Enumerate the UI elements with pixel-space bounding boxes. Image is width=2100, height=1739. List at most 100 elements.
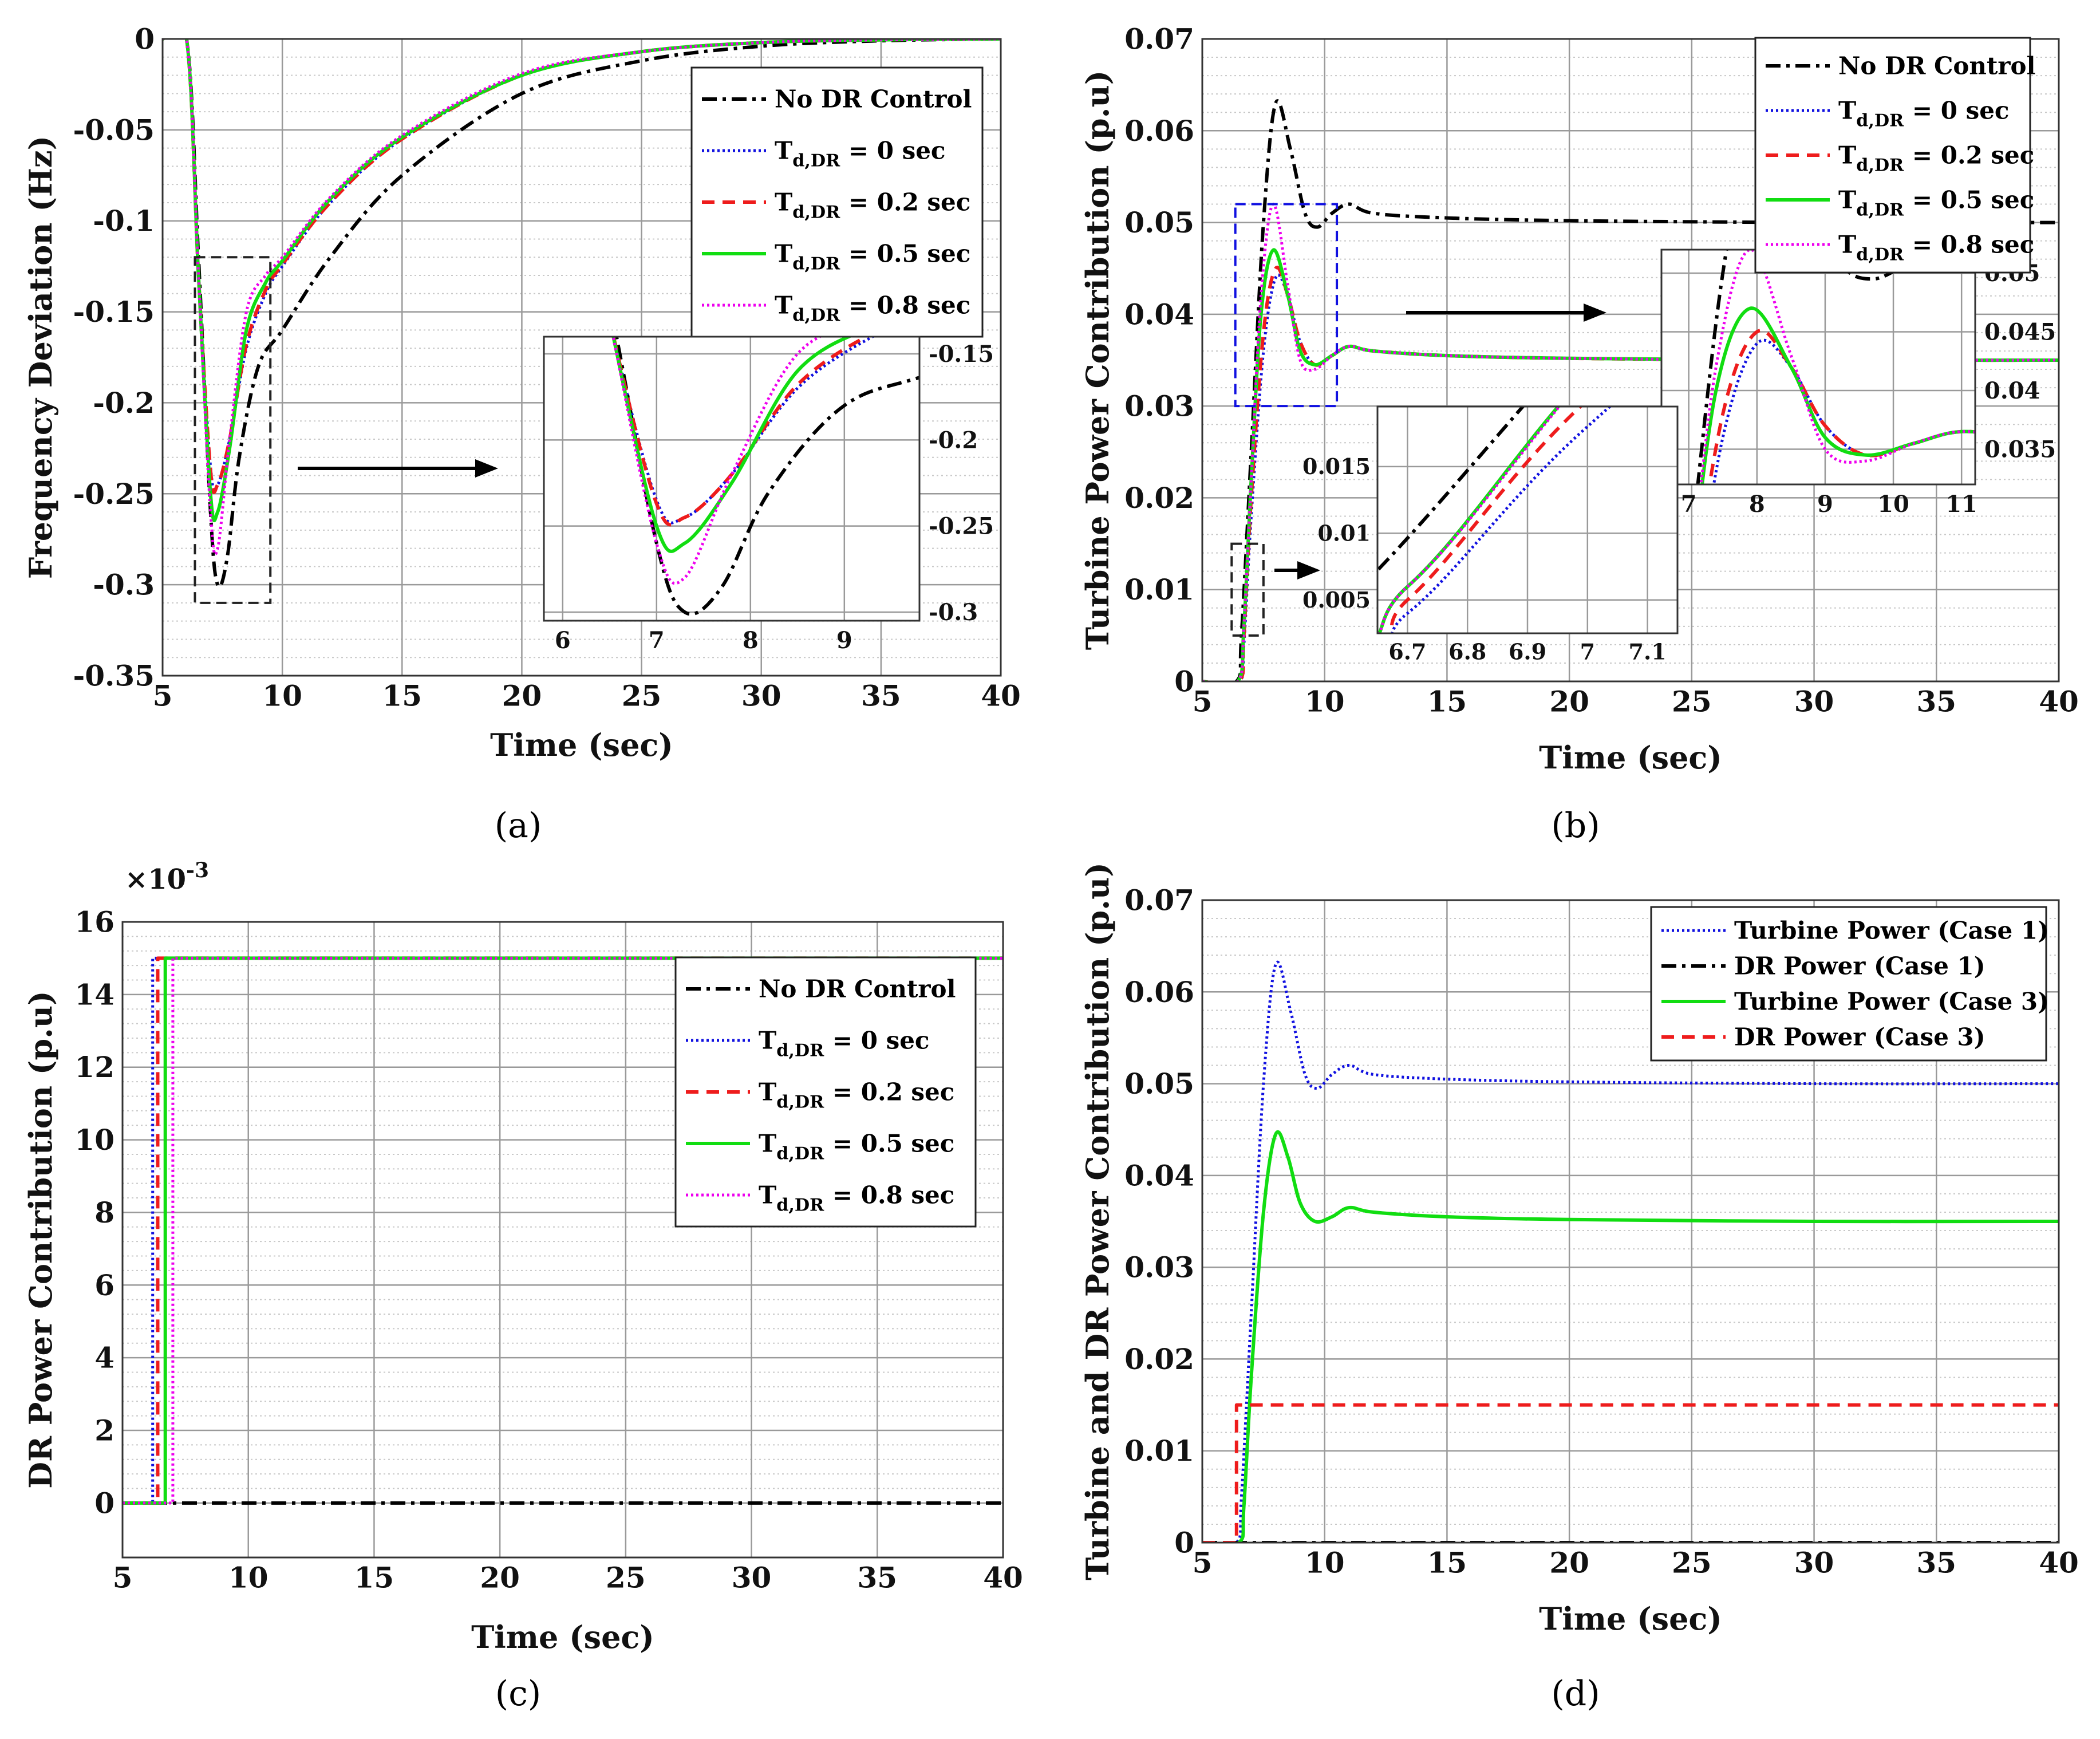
panel-c: 5 10 15 20 25 30 35 40 0 2 4 6 8 10 12 14 16 Time (sec) DR… xyxy=(22,858,1023,1714)
y-tick-label: 0.06 xyxy=(1124,975,1194,1009)
y-tick-label: -0.1 xyxy=(93,204,155,238)
inset-x-tick: 9 xyxy=(836,627,852,654)
x-axis-label: Time (sec) xyxy=(471,1619,654,1655)
zoom-region-box xyxy=(1234,203,1339,408)
series-line xyxy=(1202,1403,2059,1543)
inset-x-tick: 7 xyxy=(1580,639,1595,665)
y-tick-label: -0.25 xyxy=(73,477,155,511)
x-tick-label: 20 xyxy=(1549,685,1589,719)
legend-label: DR Power (Case 1) xyxy=(1734,952,1985,980)
series-line xyxy=(163,39,1001,556)
x-tick-label: 10 xyxy=(1305,1546,1345,1580)
legend-label: Td,DR = 0.2 sec xyxy=(759,1078,954,1113)
inset-y-tick: -0.2 xyxy=(929,427,978,454)
axes-frame xyxy=(1201,899,2060,1544)
y-tick-label: 0 xyxy=(1174,665,1194,699)
x-tick-label: 5 xyxy=(153,679,173,713)
x-tick-label: 40 xyxy=(981,679,1021,713)
inset-x-tick: 11 xyxy=(1945,491,1977,518)
y-tick-label: 8 xyxy=(94,1196,115,1229)
caption-d: (d) xyxy=(1551,1674,1600,1714)
y-tick-label: 10 xyxy=(74,1123,115,1157)
axes-frame xyxy=(1201,38,2060,683)
y-tick-label: 12 xyxy=(74,1050,115,1084)
inset-x-tick: 8 xyxy=(743,627,759,654)
zoom-region-box xyxy=(194,256,272,604)
x-tick-label: 35 xyxy=(857,1561,897,1595)
y-tick-label: 16 xyxy=(74,905,115,939)
y-tick-label: 0.05 xyxy=(1124,1067,1194,1101)
y-tick-label: 0.04 xyxy=(1124,1158,1194,1192)
y-tick-label: 0.02 xyxy=(1124,481,1194,515)
y-tick-label: 0.06 xyxy=(1124,114,1194,148)
inset-x-tick: 6.8 xyxy=(1448,639,1486,665)
x-tick-label: 35 xyxy=(1916,685,1956,719)
inset-y-tick: 0.01 xyxy=(1317,520,1371,546)
y-tick-label: -0.15 xyxy=(73,295,155,329)
legend-label: Turbine Power (Case 1) xyxy=(1734,917,2049,945)
x-tick-label: 5 xyxy=(1193,685,1213,719)
axes-frame xyxy=(543,336,921,622)
y-tick-label: 0.07 xyxy=(1124,22,1194,56)
x-tick-label: 10 xyxy=(228,1561,269,1595)
inset-y-tick: 0.005 xyxy=(1302,587,1371,613)
x-axis-label: Time (sec) xyxy=(1539,1600,1722,1637)
y-tick-label: -0.05 xyxy=(73,113,155,147)
plot-area xyxy=(1661,250,1975,484)
x-tick-label: 15 xyxy=(1427,1546,1467,1580)
series-group xyxy=(611,337,919,616)
y-tick-label: 0 xyxy=(1174,1526,1194,1560)
inset-x-tick: 8 xyxy=(1749,491,1765,518)
y-tick-label: 0.01 xyxy=(1124,1434,1194,1468)
y-axis-label: DR Power Contribution (p.u) xyxy=(22,991,59,1488)
series-line xyxy=(1202,960,2059,1543)
x-axis-label: Time (sec) xyxy=(490,727,673,763)
x-tick-label: 10 xyxy=(262,679,302,713)
x-axis-label: Time (sec) xyxy=(1539,739,1722,776)
inset-y-tick: 0.04 xyxy=(1984,377,2040,404)
caption-b: (b) xyxy=(1551,806,1600,846)
zoom-arrow-head xyxy=(1584,303,1606,322)
legend-label: No DR Control xyxy=(775,85,972,113)
legend-label: Td,DR = 0 sec xyxy=(775,137,946,171)
axes-frame xyxy=(161,38,1002,677)
x-tick-label: 30 xyxy=(741,679,781,713)
legend-box xyxy=(1754,37,2031,274)
series-group xyxy=(1202,960,2059,1543)
inset-x-tick: 7.1 xyxy=(1629,639,1667,665)
legend-label: Td,DR = 0.8 sec xyxy=(1838,231,2034,265)
legend-label: Td,DR = 0.2 sec xyxy=(775,188,970,223)
y-tick-label: -0.3 xyxy=(93,568,155,602)
legend-box xyxy=(674,956,977,1228)
axes-frame xyxy=(1376,405,1679,634)
zoom-region-box xyxy=(1230,542,1265,637)
y-tick-label: 0.05 xyxy=(1124,206,1194,239)
zoom-arrow-head xyxy=(475,459,498,478)
inset-y-tick: 0.015 xyxy=(1302,454,1371,479)
y-axis-label: Frequency Deviation (Hz) xyxy=(22,136,59,579)
series-line xyxy=(123,956,1003,1505)
x-tick-label: 25 xyxy=(1672,685,1712,719)
inset-x-tick: 10 xyxy=(1877,491,1909,518)
legend-label: Td,DR = 0.8 sec xyxy=(759,1181,954,1216)
x-tick-label: 15 xyxy=(1427,685,1467,719)
series-line xyxy=(1699,250,1975,484)
x-tick-label: 15 xyxy=(354,1561,394,1595)
legend-label: Td,DR = 0 sec xyxy=(1838,97,2010,131)
zoom-arrow-head xyxy=(1297,561,1320,579)
exponent-label: ×10-3 xyxy=(125,858,209,896)
x-tick-label: 20 xyxy=(1549,1546,1589,1580)
y-tick-label: 0.03 xyxy=(1124,389,1194,423)
y-tick-label: 0.02 xyxy=(1124,1342,1194,1376)
x-tick-label: 25 xyxy=(606,1561,646,1595)
x-tick-label: 20 xyxy=(480,1561,520,1595)
caption-a: (a) xyxy=(495,806,542,846)
x-tick-label: 30 xyxy=(732,1561,772,1595)
inset-x-tick: 7 xyxy=(1681,491,1697,518)
inset-y-tick: 0.045 xyxy=(1984,319,2056,346)
inset-x-tick: 7 xyxy=(649,627,665,654)
series-line xyxy=(1700,306,1975,484)
y-tick-label: -0.2 xyxy=(93,386,155,420)
legend-label: Td,DR = 0.8 sec xyxy=(775,291,970,326)
series-line xyxy=(611,337,853,553)
